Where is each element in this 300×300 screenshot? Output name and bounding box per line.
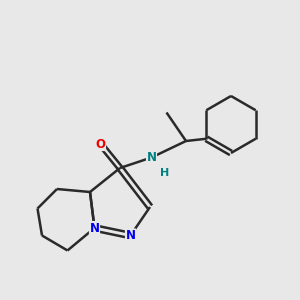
Text: N: N [146, 151, 157, 164]
Text: N: N [89, 221, 100, 235]
Text: N: N [125, 229, 136, 242]
Text: O: O [95, 137, 106, 151]
Text: H: H [160, 167, 169, 178]
